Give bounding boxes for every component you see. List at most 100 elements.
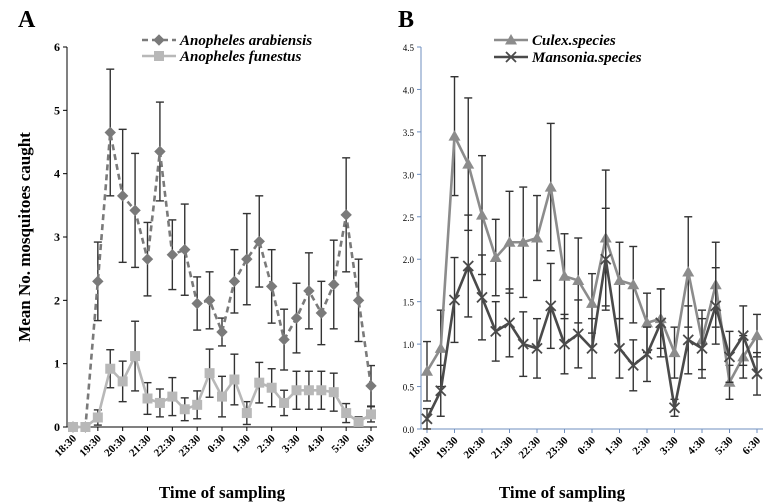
data-point — [462, 158, 475, 169]
data-point — [241, 408, 252, 419]
data-point — [490, 325, 502, 338]
y-tick-label: 2.5 — [403, 213, 415, 223]
data-point — [421, 365, 433, 376]
data-point — [682, 334, 694, 346]
legend-swatch-marker — [505, 51, 517, 63]
data-point — [627, 278, 640, 290]
data-point — [476, 209, 488, 220]
y-tick-label: 3.5 — [403, 128, 415, 138]
data-point — [154, 145, 166, 158]
y-tick-label: 2 — [54, 293, 60, 307]
x-axis-label: Time of sampling — [159, 483, 286, 502]
x-tick-label: 23:30 — [544, 434, 571, 461]
data-point — [179, 404, 190, 415]
data-point — [141, 253, 154, 265]
data-point — [303, 285, 315, 297]
x-tick-label: 20:30 — [102, 432, 129, 459]
x-tick-label: 3:30 — [658, 434, 681, 457]
data-point — [216, 326, 228, 338]
x-tick-label: 2:30 — [255, 432, 278, 455]
data-point — [228, 275, 241, 288]
y-tick-label: 0.0 — [403, 425, 415, 435]
data-point — [517, 338, 529, 350]
data-point — [365, 380, 377, 392]
data-point — [315, 307, 328, 319]
data-point — [217, 391, 227, 402]
data-point — [641, 316, 653, 328]
data-point — [448, 294, 461, 306]
y-tick-label: 4 — [54, 167, 60, 181]
data-point — [544, 181, 557, 192]
legend-swatch-marker — [153, 34, 165, 46]
data-point — [265, 280, 278, 293]
data-point — [476, 291, 488, 304]
x-tick-label: 22:30 — [516, 434, 543, 461]
data-point — [203, 294, 216, 307]
data-point — [696, 342, 708, 354]
legend-swatch-marker — [505, 34, 517, 45]
x-tick-label: 1:30 — [230, 432, 253, 455]
data-point — [545, 300, 557, 312]
data-point — [92, 275, 104, 288]
data-point — [751, 329, 763, 341]
data-point — [421, 413, 433, 425]
y-tick-label: 0 — [54, 420, 60, 434]
data-point — [142, 393, 153, 404]
data-point — [116, 190, 129, 202]
x-tick-label: 18:30 — [406, 434, 433, 461]
data-point — [167, 391, 178, 402]
data-point — [586, 342, 598, 354]
data-point — [92, 412, 103, 423]
data-point — [558, 270, 571, 281]
x-tick-label: 21:30 — [489, 434, 516, 461]
data-point — [341, 408, 352, 419]
data-point — [291, 385, 302, 396]
data-point — [316, 385, 327, 396]
data-point — [253, 235, 265, 248]
data-point — [448, 130, 461, 141]
panel-label: B — [398, 7, 414, 33]
data-point — [340, 209, 352, 221]
data-point — [279, 397, 290, 408]
data-point — [352, 294, 365, 307]
data-point — [129, 204, 141, 217]
series-mansonia-species — [421, 207, 763, 430]
data-point — [80, 422, 91, 432]
data-point — [266, 382, 277, 393]
x-tick-label: 4:30 — [305, 432, 328, 455]
x-tick-label: 2:30 — [630, 434, 653, 457]
data-point — [229, 374, 240, 385]
legend-label: Anopheles arabiensis — [179, 33, 312, 49]
x-tick-label: 19:30 — [434, 434, 461, 461]
panel-label: A — [18, 7, 36, 33]
data-point — [627, 359, 639, 371]
data-point — [531, 342, 543, 354]
data-point — [435, 385, 447, 397]
data-point — [191, 297, 203, 310]
x-tick-label: 20:30 — [461, 434, 488, 461]
data-point — [668, 402, 681, 414]
legend-swatch-marker — [154, 51, 164, 61]
data-point — [613, 274, 626, 285]
x-tick-label: 4:30 — [685, 434, 708, 457]
data-point — [366, 409, 376, 420]
y-axis-label: Mean No. mosquitoes caught — [15, 132, 34, 342]
y-tick-label: 6 — [54, 40, 60, 54]
x-tick-label: 19:30 — [77, 432, 104, 459]
x-tick-label: 18:30 — [52, 432, 79, 459]
x-tick-label: 0:30 — [575, 434, 598, 457]
data-point — [531, 232, 543, 243]
data-point — [462, 260, 474, 272]
data-point — [600, 253, 612, 265]
data-point — [503, 236, 516, 247]
data-point — [179, 243, 191, 256]
x-tick-label: 22:30 — [152, 432, 179, 459]
data-point — [353, 416, 364, 427]
y-tick-label: 4.5 — [403, 43, 415, 53]
data-point — [105, 363, 116, 374]
data-point — [751, 368, 763, 380]
x-tick-label: 0:30 — [205, 432, 228, 455]
data-point — [641, 348, 653, 360]
y-tick-label: 5 — [54, 103, 60, 117]
